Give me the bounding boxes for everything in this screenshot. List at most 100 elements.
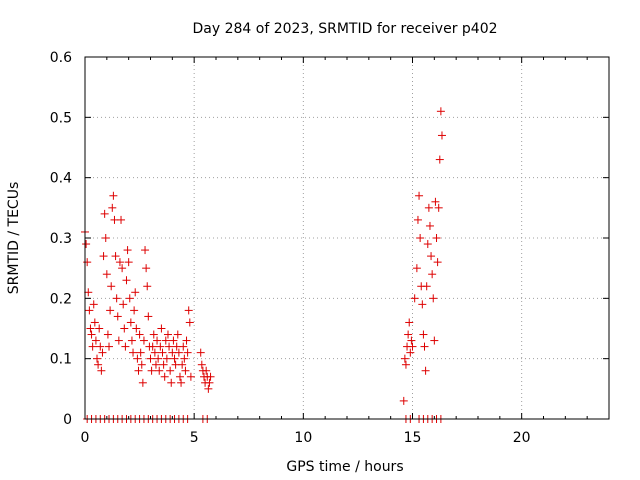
data-point (124, 258, 133, 267)
data-point (93, 354, 102, 363)
data-point (407, 336, 416, 345)
data-point (108, 203, 117, 212)
data-point (85, 306, 94, 315)
data-point (144, 312, 153, 321)
data-point (134, 366, 143, 375)
data-point (106, 306, 115, 315)
data-point (100, 209, 109, 218)
data-point (424, 203, 433, 212)
data-point (165, 342, 174, 351)
data-point (423, 240, 432, 249)
data-point (197, 360, 206, 369)
data-point (157, 324, 166, 333)
data-point (98, 348, 107, 357)
data-point (415, 191, 424, 200)
data-point (425, 221, 434, 230)
data-point (206, 372, 215, 381)
data-point (123, 246, 132, 255)
data-point (131, 288, 140, 297)
data-point (161, 336, 170, 345)
data-point (118, 264, 127, 273)
data-point (178, 360, 187, 369)
data-point (177, 378, 186, 387)
data-point (196, 348, 205, 357)
data-point (137, 360, 146, 369)
data-points (81, 107, 446, 423)
data-point (410, 294, 419, 303)
x-axis-ticks: 0 5 10 15 20 (81, 57, 588, 446)
data-point (84, 288, 93, 297)
data-point (111, 252, 120, 261)
data-point (170, 354, 179, 363)
y-axis-label: SRMTID / TECUs (6, 182, 22, 295)
data-point (427, 252, 436, 261)
data-point (204, 384, 213, 393)
data-point (130, 306, 139, 315)
data-point (107, 282, 116, 291)
data-point (183, 348, 192, 357)
data-point (202, 366, 211, 375)
data-point (205, 378, 214, 387)
data-point (185, 318, 194, 327)
data-point (101, 234, 110, 242)
data-point (162, 354, 171, 363)
data-point (431, 197, 440, 206)
data-point (180, 354, 189, 363)
data-point (127, 336, 136, 345)
data-point (139, 336, 148, 345)
data-point (148, 342, 157, 351)
data-point (174, 348, 183, 357)
y-axis-ticks: 0 0.1 0.2 0.3 0.4 0.5 0.6 (50, 50, 609, 428)
data-point (91, 336, 100, 345)
data-point (119, 300, 128, 309)
data-point (115, 258, 124, 267)
data-point (163, 330, 172, 339)
data-point (169, 336, 178, 345)
y-tick-label: 0.2 (50, 291, 72, 307)
data-point (179, 342, 188, 351)
data-point (125, 294, 134, 303)
data-point (416, 234, 425, 242)
data-point (160, 372, 169, 381)
data-point (97, 366, 106, 375)
data-point (173, 330, 182, 339)
data-point (99, 252, 108, 261)
data-point (138, 378, 147, 387)
data-point (142, 264, 151, 273)
data-point (154, 354, 163, 363)
data-point (153, 336, 162, 345)
x-tick-label: 0 (81, 430, 90, 446)
x-tick-label: 20 (513, 430, 531, 446)
data-point (437, 131, 446, 140)
data-point (135, 330, 144, 339)
data-point (419, 330, 428, 339)
data-point (428, 270, 437, 279)
data-point (129, 348, 138, 357)
data-point (143, 282, 152, 291)
data-point (156, 342, 165, 351)
data-point (120, 324, 129, 333)
data-point (432, 234, 441, 242)
data-point (436, 107, 445, 116)
data-point (149, 330, 158, 339)
data-point (433, 258, 442, 267)
data-point (186, 372, 195, 381)
data-point (167, 378, 176, 387)
data-point (422, 282, 431, 291)
data-point (151, 360, 160, 369)
data-point (408, 342, 417, 351)
data-point (105, 342, 114, 351)
data-point (412, 264, 421, 273)
data-point (96, 342, 105, 351)
data-point (155, 366, 164, 375)
data-point (413, 215, 422, 224)
data-point (400, 354, 409, 363)
data-point (175, 372, 184, 381)
data-point (113, 312, 122, 321)
data-point (117, 215, 126, 224)
data-point (420, 342, 429, 351)
data-point (159, 360, 168, 369)
data-point (102, 270, 111, 279)
data-point (95, 324, 104, 333)
